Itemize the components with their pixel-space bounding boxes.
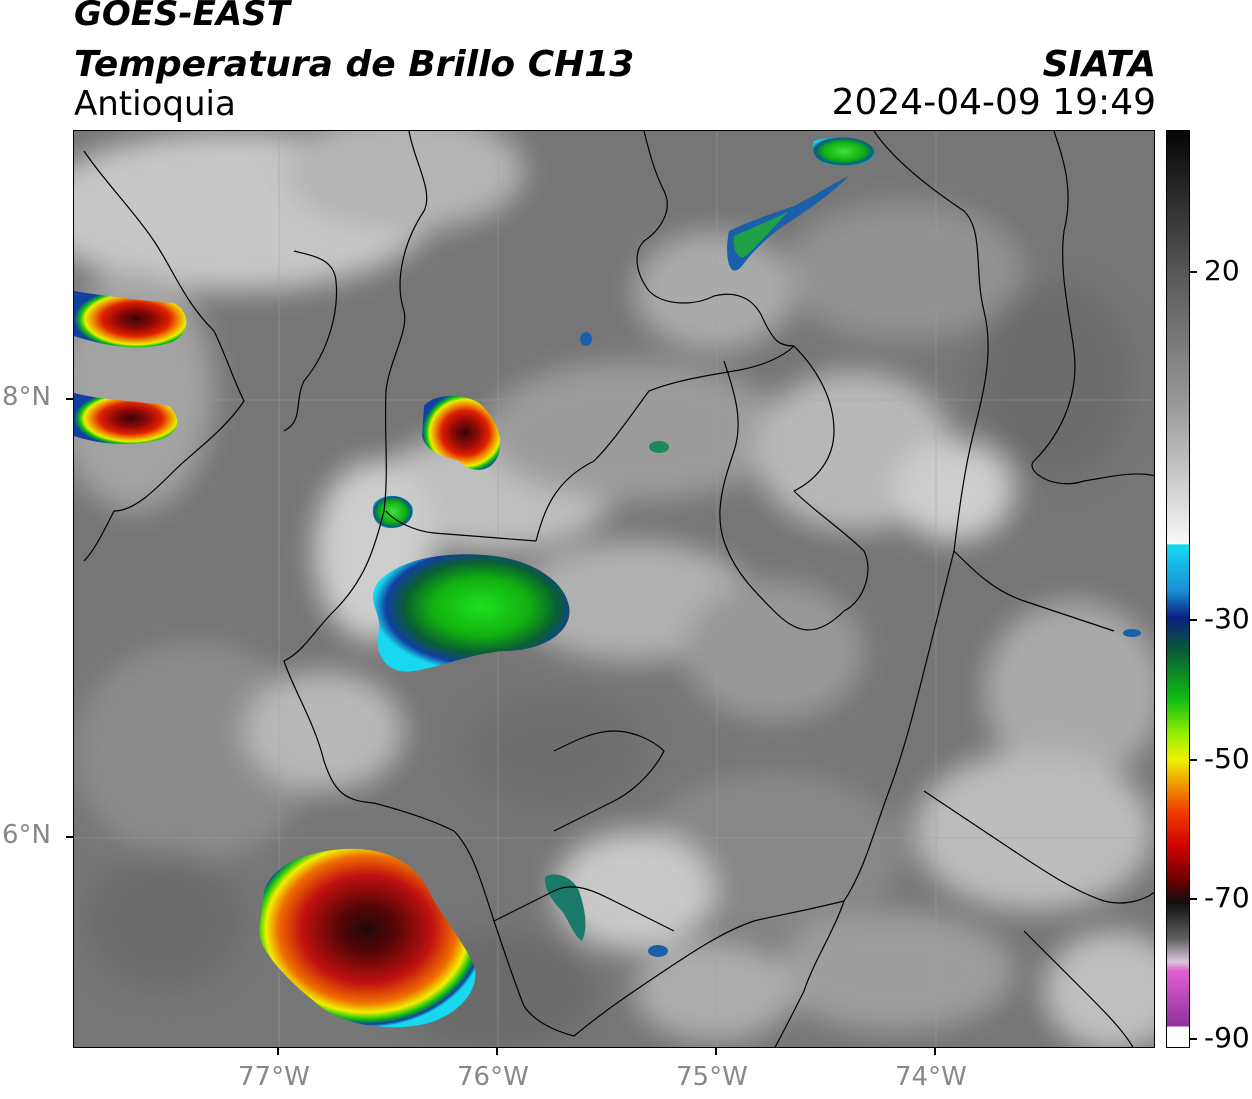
storm-cell-east: [1123, 629, 1141, 637]
lat-label-6n: 6°N: [2, 820, 51, 850]
lon-label-77w: 77°W: [238, 1062, 310, 1092]
region-label: Antioquia: [74, 84, 236, 124]
lon-label-76w: 76°W: [457, 1062, 529, 1092]
storm-cell-dot-2: [649, 441, 669, 453]
colorbar-label-20: 20: [1204, 254, 1240, 287]
lat-tick-6n: [66, 836, 73, 838]
colorbar-tick-20: [1189, 271, 1197, 273]
storm-cell-north: [422, 395, 501, 470]
satellite-title: GOES-EAST: [74, 0, 290, 34]
temperature-colorbar: [1166, 130, 1190, 1048]
storm-cell-small: [372, 495, 413, 529]
product-title: Temperatura de Brillo CH13: [74, 44, 635, 85]
storm-cell-dot: [580, 332, 592, 346]
colorbar-tick-neg50: [1189, 759, 1197, 761]
satellite-map: [73, 130, 1155, 1048]
colorbar-tick-neg30: [1189, 619, 1197, 621]
storm-cell-southeast: [545, 874, 586, 941]
lon-tick-74w: [934, 1048, 936, 1055]
agency-label: SIATA: [1042, 44, 1156, 85]
lon-tick-76w: [496, 1048, 498, 1055]
datetime-label: 2024-04-09 19:49: [831, 82, 1156, 123]
boundaries: [83, 131, 1154, 1047]
storm-cell-northeast: [812, 137, 875, 166]
colorbar-label-neg50: -50: [1204, 742, 1250, 775]
cloud-band-core: [733, 211, 789, 258]
lon-label-75w: 75°W: [676, 1062, 748, 1092]
colorbar-svg: [1167, 131, 1189, 1047]
storm-cell-central: [372, 554, 570, 672]
storm-cell-south: [259, 848, 476, 1028]
storm-cell-dot-3: [648, 945, 668, 957]
colorbar-label-neg90: -90: [1204, 1021, 1250, 1054]
lat-tick-8n: [66, 398, 73, 400]
colorbar-label-neg30: -30: [1204, 602, 1250, 635]
colorbar-label-neg70: -70: [1204, 881, 1250, 914]
cloud-band-northeast: [727, 176, 849, 271]
lon-tick-77w: [277, 1048, 279, 1055]
cloud-texture: [74, 131, 1154, 1047]
colorbar-tick-neg90: [1189, 1038, 1197, 1040]
storm-cells: [74, 137, 1141, 1028]
lon-tick-75w: [715, 1048, 717, 1055]
map-canvas: [74, 131, 1154, 1047]
lon-label-74w: 74°W: [895, 1062, 967, 1092]
storm-cell-west-upper: [74, 291, 187, 348]
storm-cell-west-lower: [74, 393, 178, 444]
lat-label-8n: 8°N: [2, 382, 51, 412]
colorbar-tick-neg70: [1189, 898, 1197, 900]
colorbar-gradient: [1167, 131, 1189, 1047]
